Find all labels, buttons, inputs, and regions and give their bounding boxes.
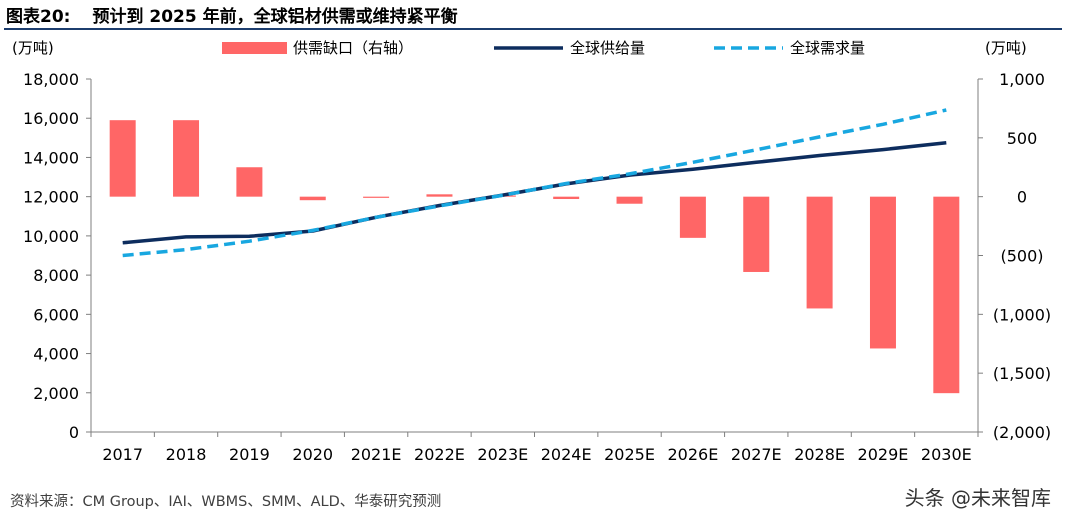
gap-bar — [869, 196, 896, 349]
x-tick-label: 2018 — [166, 445, 207, 464]
left-tick-label: 14,000 — [23, 148, 79, 167]
x-tick-label: 2021E — [351, 445, 402, 464]
right-tick-label: 500 — [1007, 129, 1038, 148]
x-tick-label: 2017 — [102, 445, 143, 464]
legend-label-gap: 供需缺口（右轴） — [293, 39, 413, 57]
right-tick-label: (500) — [1000, 247, 1043, 266]
gap-bar — [299, 196, 326, 201]
x-tick-label: 2027E — [731, 445, 782, 464]
left-tick-label: 12,000 — [23, 188, 79, 207]
x-tick-label: 2024E — [541, 445, 592, 464]
x-tick-label: 2022E — [414, 445, 465, 464]
lines-layer — [122, 108, 947, 258]
right-tick-label: (1,500) — [993, 364, 1051, 383]
left-tick-label: 4,000 — [33, 345, 79, 364]
source-note: 资料来源：CM Group、IAI、WBMS、SMM、ALD、华泰研究预测 — [10, 494, 442, 510]
x-tick-label: 2025E — [604, 445, 655, 464]
axes-layer: 0 2,000 4,000 6,000 8,000 10,000 12,000 14,000 1… — [23, 70, 1051, 464]
gap-bar — [933, 196, 960, 394]
right-tick-label: (2,000) — [993, 423, 1051, 442]
gap-bar — [616, 196, 643, 204]
figure-number: 图表20: — [6, 7, 71, 27]
left-tick-label: 2,000 — [33, 384, 79, 403]
right-tick-label: 0 — [1017, 188, 1027, 207]
gap-bar — [743, 196, 770, 272]
x-tick-label: 2029E — [858, 445, 909, 464]
x-tick-label: 2026E — [667, 445, 718, 464]
legend: 供需缺口（右轴） 全球供给量 全球需求量 — [222, 39, 865, 57]
left-tick-label: 10,000 — [23, 227, 79, 246]
x-tick-label: 2019 — [229, 445, 270, 464]
gap-bar — [806, 196, 833, 309]
right-tick-label: (1,000) — [993, 305, 1051, 324]
gap-bar — [363, 196, 390, 198]
legend-label-demand: 全球需求量 — [790, 39, 865, 57]
right-tick-label: 1,000 — [999, 70, 1045, 89]
left-tick-label: 6,000 — [33, 305, 79, 324]
bars-layer — [109, 120, 960, 394]
figure-title-text: 预计到 2025 年前，全球铝材供需或维持紧平衡 — [92, 7, 458, 27]
gap-bar — [679, 196, 706, 238]
title-rule — [4, 28, 1062, 30]
figure-title: 图表20: 预计到 2025 年前，全球铝材供需或维持紧平衡 — [6, 2, 458, 27]
demand-line — [122, 108, 947, 258]
gap-bar — [173, 120, 200, 197]
left-tick-label: 18,000 — [23, 70, 79, 89]
x-tick-label: 2020 — [292, 445, 333, 464]
watermark: 头条 @未来智库 — [904, 486, 1051, 510]
legend-label-supply: 全球供给量 — [570, 39, 645, 57]
x-tick-label: 2028E — [794, 445, 845, 464]
left-tick-label: 8,000 — [33, 266, 79, 285]
gap-bar — [236, 167, 263, 197]
x-tick-label: 2030E — [921, 445, 972, 464]
right-axis-unit: (万吨) — [985, 39, 1027, 57]
gap-bar — [426, 194, 453, 197]
left-tick-label: 0 — [69, 423, 79, 442]
legend-swatch-gap — [222, 42, 287, 54]
x-tick-label: 2023E — [477, 445, 528, 464]
gap-bar — [109, 120, 136, 197]
gap-bar — [553, 196, 580, 200]
left-axis-unit: (万吨) — [12, 39, 54, 57]
left-tick-label: 16,000 — [23, 109, 79, 128]
